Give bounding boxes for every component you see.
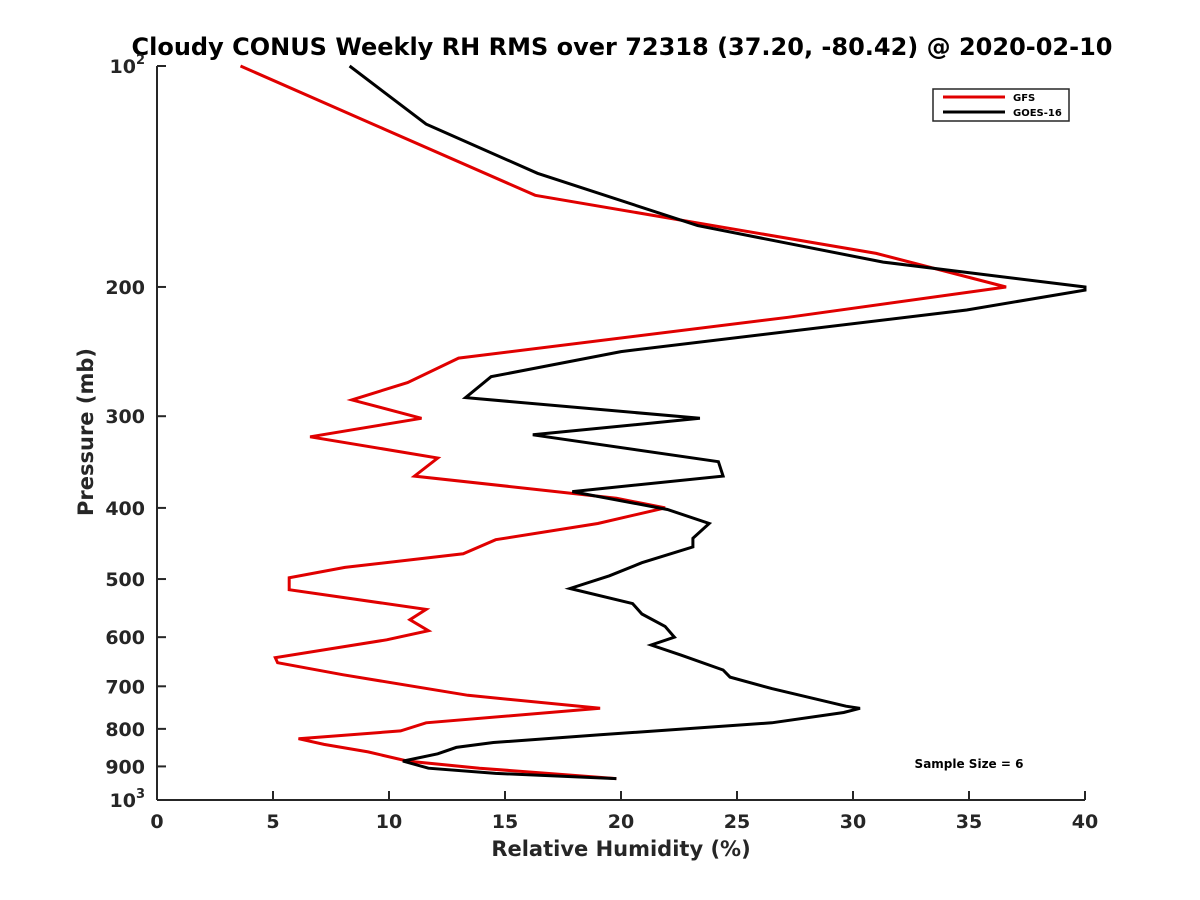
legend: GFS GOES-16 [932,88,1070,122]
y-tick-label: 200 [105,277,145,299]
y-tick-label-base: 10 [110,790,136,812]
x-tick-label: 35 [956,811,982,833]
x-tick-label: 0 [150,811,163,833]
y-tick-label-exponent: 3 [136,787,145,802]
x-axis-label: Relative Humidity (%) [491,837,750,861]
x-tick-label: 25 [724,811,750,833]
y-tick-label: 900 [105,756,145,778]
y-tick-label: 400 [105,498,145,520]
y-tick-label: 500 [105,569,145,591]
series-line-goes-16 [348,64,1087,781]
legend-label-gfs: GFS [1013,93,1035,104]
x-tick-label: 30 [840,811,866,833]
legend-label-goes-16: GOES-16 [1013,108,1062,119]
x-tick-label: 10 [376,811,402,833]
y-tick-label-base: 10 [110,56,136,78]
series-line-gfs [239,64,1007,781]
y-tick-label: 600 [105,627,145,649]
y-tick-label: 800 [105,719,145,741]
x-tick-label: 15 [492,811,518,833]
y-axis-label: Pressure (mb) [74,348,98,516]
sample-size-annotation: Sample Size = 6 [915,757,1024,771]
y-tick-label: 103 [110,787,146,812]
plot-area: 0 5 10 15 20 25 30 35 40102200300400500600700800… [105,53,1098,833]
y-tick-label: 102 [110,53,146,78]
y-tick-label: 300 [105,406,145,428]
y-tick-label: 700 [105,676,145,698]
x-tick-label: 20 [608,811,634,833]
y-tick-label-exponent: 2 [136,53,145,68]
legend-box [932,88,1070,122]
x-tick-label: 5 [266,811,279,833]
x-tick-label: 40 [1072,811,1098,833]
chart-title: Cloudy CONUS Weekly RH RMS over 72318 (3… [132,33,1113,61]
